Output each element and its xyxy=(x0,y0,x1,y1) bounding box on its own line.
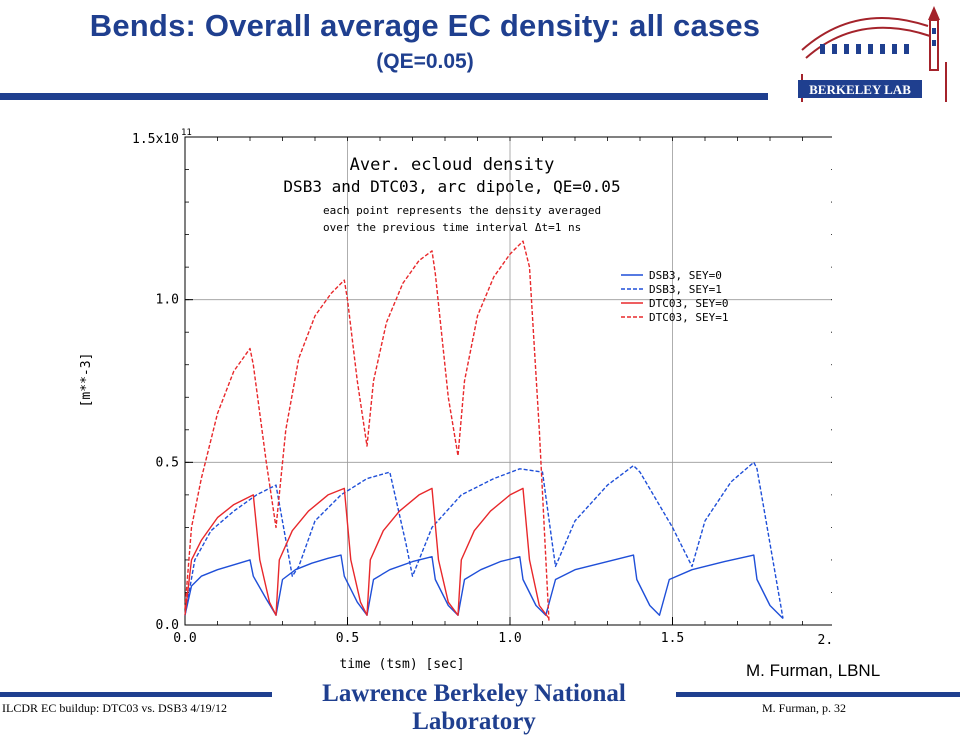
grid-lines xyxy=(185,137,832,625)
chart-note-2: over the previous time interval Δt=1 ns xyxy=(323,221,581,234)
series-line-0 xyxy=(184,554,784,619)
berkeley-lab-logo: BERKELEY LAB xyxy=(798,6,947,102)
logo-roof-arc-outer xyxy=(801,17,929,51)
chart-note-1: each point represents the density averag… xyxy=(323,204,601,217)
header-rule xyxy=(0,93,768,100)
x-axis-label: time (tsm) [sec] xyxy=(339,657,464,672)
logo-windows xyxy=(820,44,909,54)
y-tick-label-2: 1.0 xyxy=(156,293,179,308)
footer-page-text: M. Furman, p. 32 xyxy=(762,701,846,715)
x-end-label: 2.0x10 xyxy=(818,633,832,648)
legend-label-2: DTC03, SEY=0 xyxy=(649,297,728,310)
logo-tower xyxy=(928,6,940,71)
footer-rule-right xyxy=(676,692,960,697)
x-tick-label-3: 1.5 xyxy=(661,631,684,646)
author-credit: M. Furman, LBNL xyxy=(746,661,881,680)
logo-roof-arc-inner xyxy=(805,26,931,59)
footer-lab-name: Lawrence Berkeley National Laboratory xyxy=(322,680,626,735)
y-top-label: 1.5x10 xyxy=(132,132,179,147)
legend-label-1: DSB3, SEY=1 xyxy=(649,283,722,296)
slide-title: Bends: Overall average EC density: all c… xyxy=(89,8,761,43)
y-tick-label-0: 0.0 xyxy=(156,618,179,633)
series-line-3 xyxy=(184,240,550,622)
y-axis-label: [m**-3] xyxy=(79,353,94,408)
chart-subtitle: DSB3 and DTC03, arc dipole, QE=0.05 xyxy=(283,177,620,196)
legend-label-0: DSB3, SEY=0 xyxy=(649,269,722,282)
x-tick-label-2: 1.0 xyxy=(498,631,521,646)
series-layer xyxy=(184,240,784,622)
logo-plate xyxy=(798,80,922,98)
footer-rule-left xyxy=(0,692,272,697)
y-top-exponent: 11 xyxy=(181,128,192,138)
slide-subtitle: (QE=0.05) xyxy=(376,50,474,73)
footer-left-text: ILCDR EC buildup: DTC03 vs. DSB3 4/19/12 xyxy=(2,701,228,715)
series-line-1 xyxy=(184,461,784,619)
chart-title: Aver. ecloud density xyxy=(350,155,555,175)
y-tick-label-1: 0.5 xyxy=(156,455,179,470)
series-line-2 xyxy=(184,487,550,619)
plot-frame xyxy=(184,136,832,626)
logo-text: BERKELEY LAB xyxy=(809,82,911,97)
legend-label-3: DTC03, SEY=1 xyxy=(649,311,728,324)
x-tick-label-1: 0.5 xyxy=(336,631,359,646)
x-tick-label-0: 0.0 xyxy=(173,631,196,646)
axis-ticks xyxy=(184,136,832,626)
